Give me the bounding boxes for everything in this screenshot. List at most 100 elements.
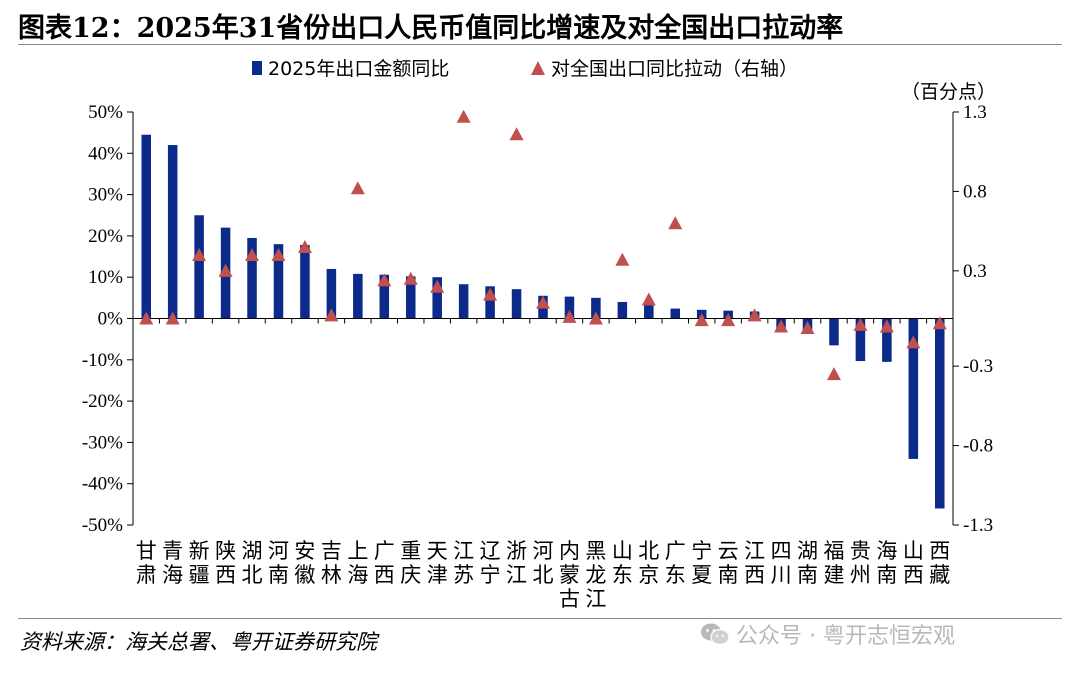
category-label: 河 [533, 539, 554, 563]
category-label: 广 [665, 539, 686, 563]
category-label: 青 [162, 539, 183, 563]
marker-point [747, 308, 762, 322]
category-label: 甘 [136, 539, 157, 563]
category-label: 东 [665, 563, 686, 587]
category-label: 新 [189, 539, 210, 563]
marker-point [774, 319, 789, 333]
marker-point [906, 335, 921, 349]
category-label: 江 [744, 539, 765, 563]
bar [485, 286, 495, 319]
category-label: 福 [823, 539, 844, 563]
category-label: 林 [321, 563, 342, 587]
bar [644, 304, 654, 319]
marker-point [271, 247, 286, 261]
marker-point [403, 271, 418, 285]
left-axis-tick-label: 20% [88, 226, 123, 247]
marker-point [826, 367, 841, 381]
category-label: 贵 [850, 539, 871, 563]
category-label: 建 [823, 563, 844, 587]
category-label: 庆 [400, 563, 421, 587]
category-label: 山 [612, 539, 633, 563]
bar [617, 301, 628, 319]
title-divider [18, 44, 1062, 45]
bar [273, 244, 284, 319]
bar [353, 273, 363, 319]
category-label: 南 [268, 563, 289, 587]
bar [432, 277, 442, 319]
category-label: 山 [903, 539, 924, 563]
right-axis-tick-label: -1.3 [963, 515, 993, 536]
category-label: 陕 [215, 539, 236, 563]
wechat-icon [701, 623, 730, 646]
bar [908, 318, 919, 459]
category-label: 四 [771, 539, 792, 563]
category-label: 浙 [506, 539, 527, 563]
chart-title: 图表12：2025年31省份出口人民币值同比增速及对全国出口拉动率 [18, 13, 844, 44]
bar [141, 134, 151, 319]
category-label: 南 [797, 563, 818, 587]
watermark: 公众号 · 粤开志恒宏观 [700, 618, 955, 650]
bar [511, 289, 522, 319]
category-label: 江 [506, 563, 527, 587]
category-label: 海 [876, 539, 897, 563]
left-axis-tick-label: -50% [82, 515, 123, 536]
category-label: 海 [347, 563, 368, 587]
legend-marker-label: 对全国出口同比拉动（右轴） [551, 58, 798, 80]
category-label: 湖 [242, 539, 263, 563]
category-label: 古 [559, 587, 580, 611]
category-label: 西 [929, 539, 950, 563]
category-label: 广 [374, 539, 395, 563]
bar [247, 237, 257, 319]
bar [194, 215, 204, 319]
category-label: 蒙 [559, 563, 580, 587]
right-axis-tick-label: 0.3 [963, 261, 987, 282]
marker-point [694, 313, 709, 327]
category-label: 苏 [453, 563, 474, 587]
bar [167, 145, 178, 319]
bar [591, 297, 601, 319]
left-axis-tick-label: -10% [82, 350, 123, 371]
category-label: 重 [400, 539, 421, 563]
marker-point [562, 309, 577, 323]
bar [564, 296, 575, 319]
left-axis-tick-label: 50% [88, 102, 123, 123]
marker-point [615, 252, 630, 266]
category-label: 徽 [294, 563, 315, 587]
category-label: 辽 [480, 539, 501, 563]
left-axis-tick-label: 40% [88, 143, 123, 164]
category-label: 江 [585, 587, 606, 611]
marker-point [297, 240, 312, 254]
category-label: 河 [268, 539, 289, 563]
marker-point [139, 311, 154, 325]
bar [379, 274, 390, 319]
bar [935, 318, 945, 509]
marker-point [509, 127, 524, 141]
category-label: 川 [771, 563, 792, 587]
legend-bar-label: 2025年出口金额同比 [268, 58, 449, 80]
right-axis-tick-label: 0.8 [963, 181, 987, 202]
marker-point [350, 181, 365, 195]
category-label: 夏 [691, 563, 712, 587]
marker-point [853, 317, 868, 331]
category-label: 吉 [321, 539, 342, 563]
category-label: 云 [718, 539, 739, 563]
marker-point [668, 216, 683, 230]
marker-point [536, 295, 550, 309]
marker-point [324, 308, 339, 322]
marker-point [483, 287, 498, 301]
category-label: 京 [638, 563, 659, 587]
category-label: 南 [876, 563, 897, 587]
category-label: 西 [903, 563, 924, 587]
category-label: 藏 [929, 563, 950, 587]
legend-bar-swatch [252, 61, 262, 75]
watermark-text: 公众号 · 粤开志恒宏观 [736, 624, 955, 649]
bar [670, 308, 681, 319]
category-label: 海 [162, 563, 183, 587]
marker-point [800, 321, 815, 335]
marker-point [218, 263, 233, 277]
category-label: 内 [559, 539, 580, 563]
marker-point [165, 311, 180, 325]
bar [882, 318, 892, 362]
source-divider [18, 618, 1062, 619]
category-label: 上 [347, 539, 368, 563]
